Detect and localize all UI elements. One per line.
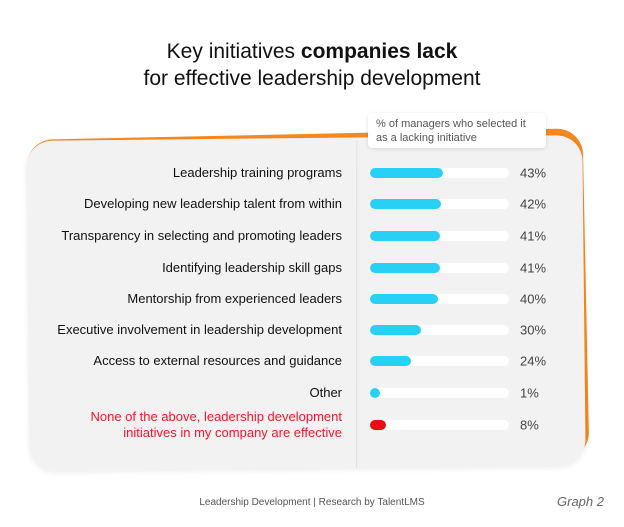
bar-track [370, 294, 509, 304]
bar-row: None of the above, leadership developmen… [0, 409, 624, 440]
category-label: Mentorship from experienced leaders [127, 291, 342, 307]
category-label-line: Identifying leadership skill gaps [162, 260, 342, 275]
footer-source: Leadership Development | Research by Tal… [199, 497, 425, 508]
category-label: Identifying leadership skill gaps [162, 260, 342, 276]
bar-row: Identifying leadership skill gaps 41% [0, 258, 624, 278]
column-divider [356, 140, 357, 468]
bar-row: Developing new leadership talent from wi… [0, 194, 624, 214]
category-label-line: Developing new leadership talent from wi… [84, 196, 342, 211]
category-label-line: Leadership training programs [172, 165, 342, 180]
category-label: None of the above, leadership developmen… [90, 409, 342, 441]
title-line-2: for effective leadership development [143, 67, 481, 90]
value-label: 42% [520, 196, 547, 212]
bar-track [370, 388, 509, 398]
bar-row: Access to external resources and guidanc… [0, 351, 624, 371]
category-label-line: Mentorship from experienced leaders [127, 291, 342, 306]
title-line-1: Key initiatives companies lack [166, 40, 458, 63]
bar [370, 199, 442, 209]
bar-track [370, 325, 509, 335]
category-label-line: Executive involvement in leadership deve… [57, 322, 342, 337]
bar-track [370, 420, 509, 430]
bar [370, 388, 380, 398]
chart-title: Key initiatives companies lack for effec… [0, 38, 624, 92]
graph-label: Graph 2 [557, 494, 604, 509]
category-label-line: Transparency in selecting and promoting … [61, 228, 342, 243]
value-label: 1% [520, 385, 539, 401]
bar-row: Executive involvement in leadership deve… [0, 320, 624, 340]
bar [370, 294, 438, 304]
value-label: 24% [520, 353, 547, 369]
bar [370, 231, 440, 241]
legend-note: % of managers who selected it as a lacki… [368, 113, 546, 148]
bar [370, 420, 386, 430]
bar-row: Leadership training programs 43% [0, 163, 624, 183]
category-label-line: Other [309, 385, 342, 400]
value-label: 43% [520, 165, 547, 181]
category-label-line: None of the above, leadership developmen… [90, 409, 342, 424]
value-label: 41% [520, 260, 547, 276]
title-bold: companies lack [300, 40, 458, 63]
category-label: Access to external resources and guidanc… [93, 353, 342, 369]
category-label: Leadership training programs [173, 165, 342, 181]
bar-track [370, 168, 509, 178]
value-label: 30% [520, 322, 547, 338]
bar-row: Mentorship from experienced leaders 40% [0, 289, 624, 309]
bar-track [370, 263, 509, 273]
value-label: 41% [520, 228, 547, 244]
bar-track [370, 356, 509, 366]
category-label: Developing new leadership talent from wi… [84, 196, 342, 212]
bar-row: Transparency in selecting and promoting … [0, 226, 624, 246]
bar [370, 168, 443, 178]
category-label: Executive involvement in leadership deve… [57, 322, 342, 338]
bar [370, 263, 440, 273]
bar-row: Other 1% [0, 383, 624, 403]
category-label-line: initiatives in my company are effective [123, 425, 342, 440]
bar [370, 325, 421, 335]
value-label: 40% [520, 291, 547, 307]
bar [370, 356, 411, 366]
bar-track [370, 199, 509, 209]
category-label-line: Access to external resources and guidanc… [93, 353, 342, 368]
category-label: Transparency in selecting and promoting … [61, 228, 342, 244]
category-label: Other [309, 385, 342, 401]
bar-track [370, 231, 509, 241]
value-label: 8% [520, 417, 539, 433]
